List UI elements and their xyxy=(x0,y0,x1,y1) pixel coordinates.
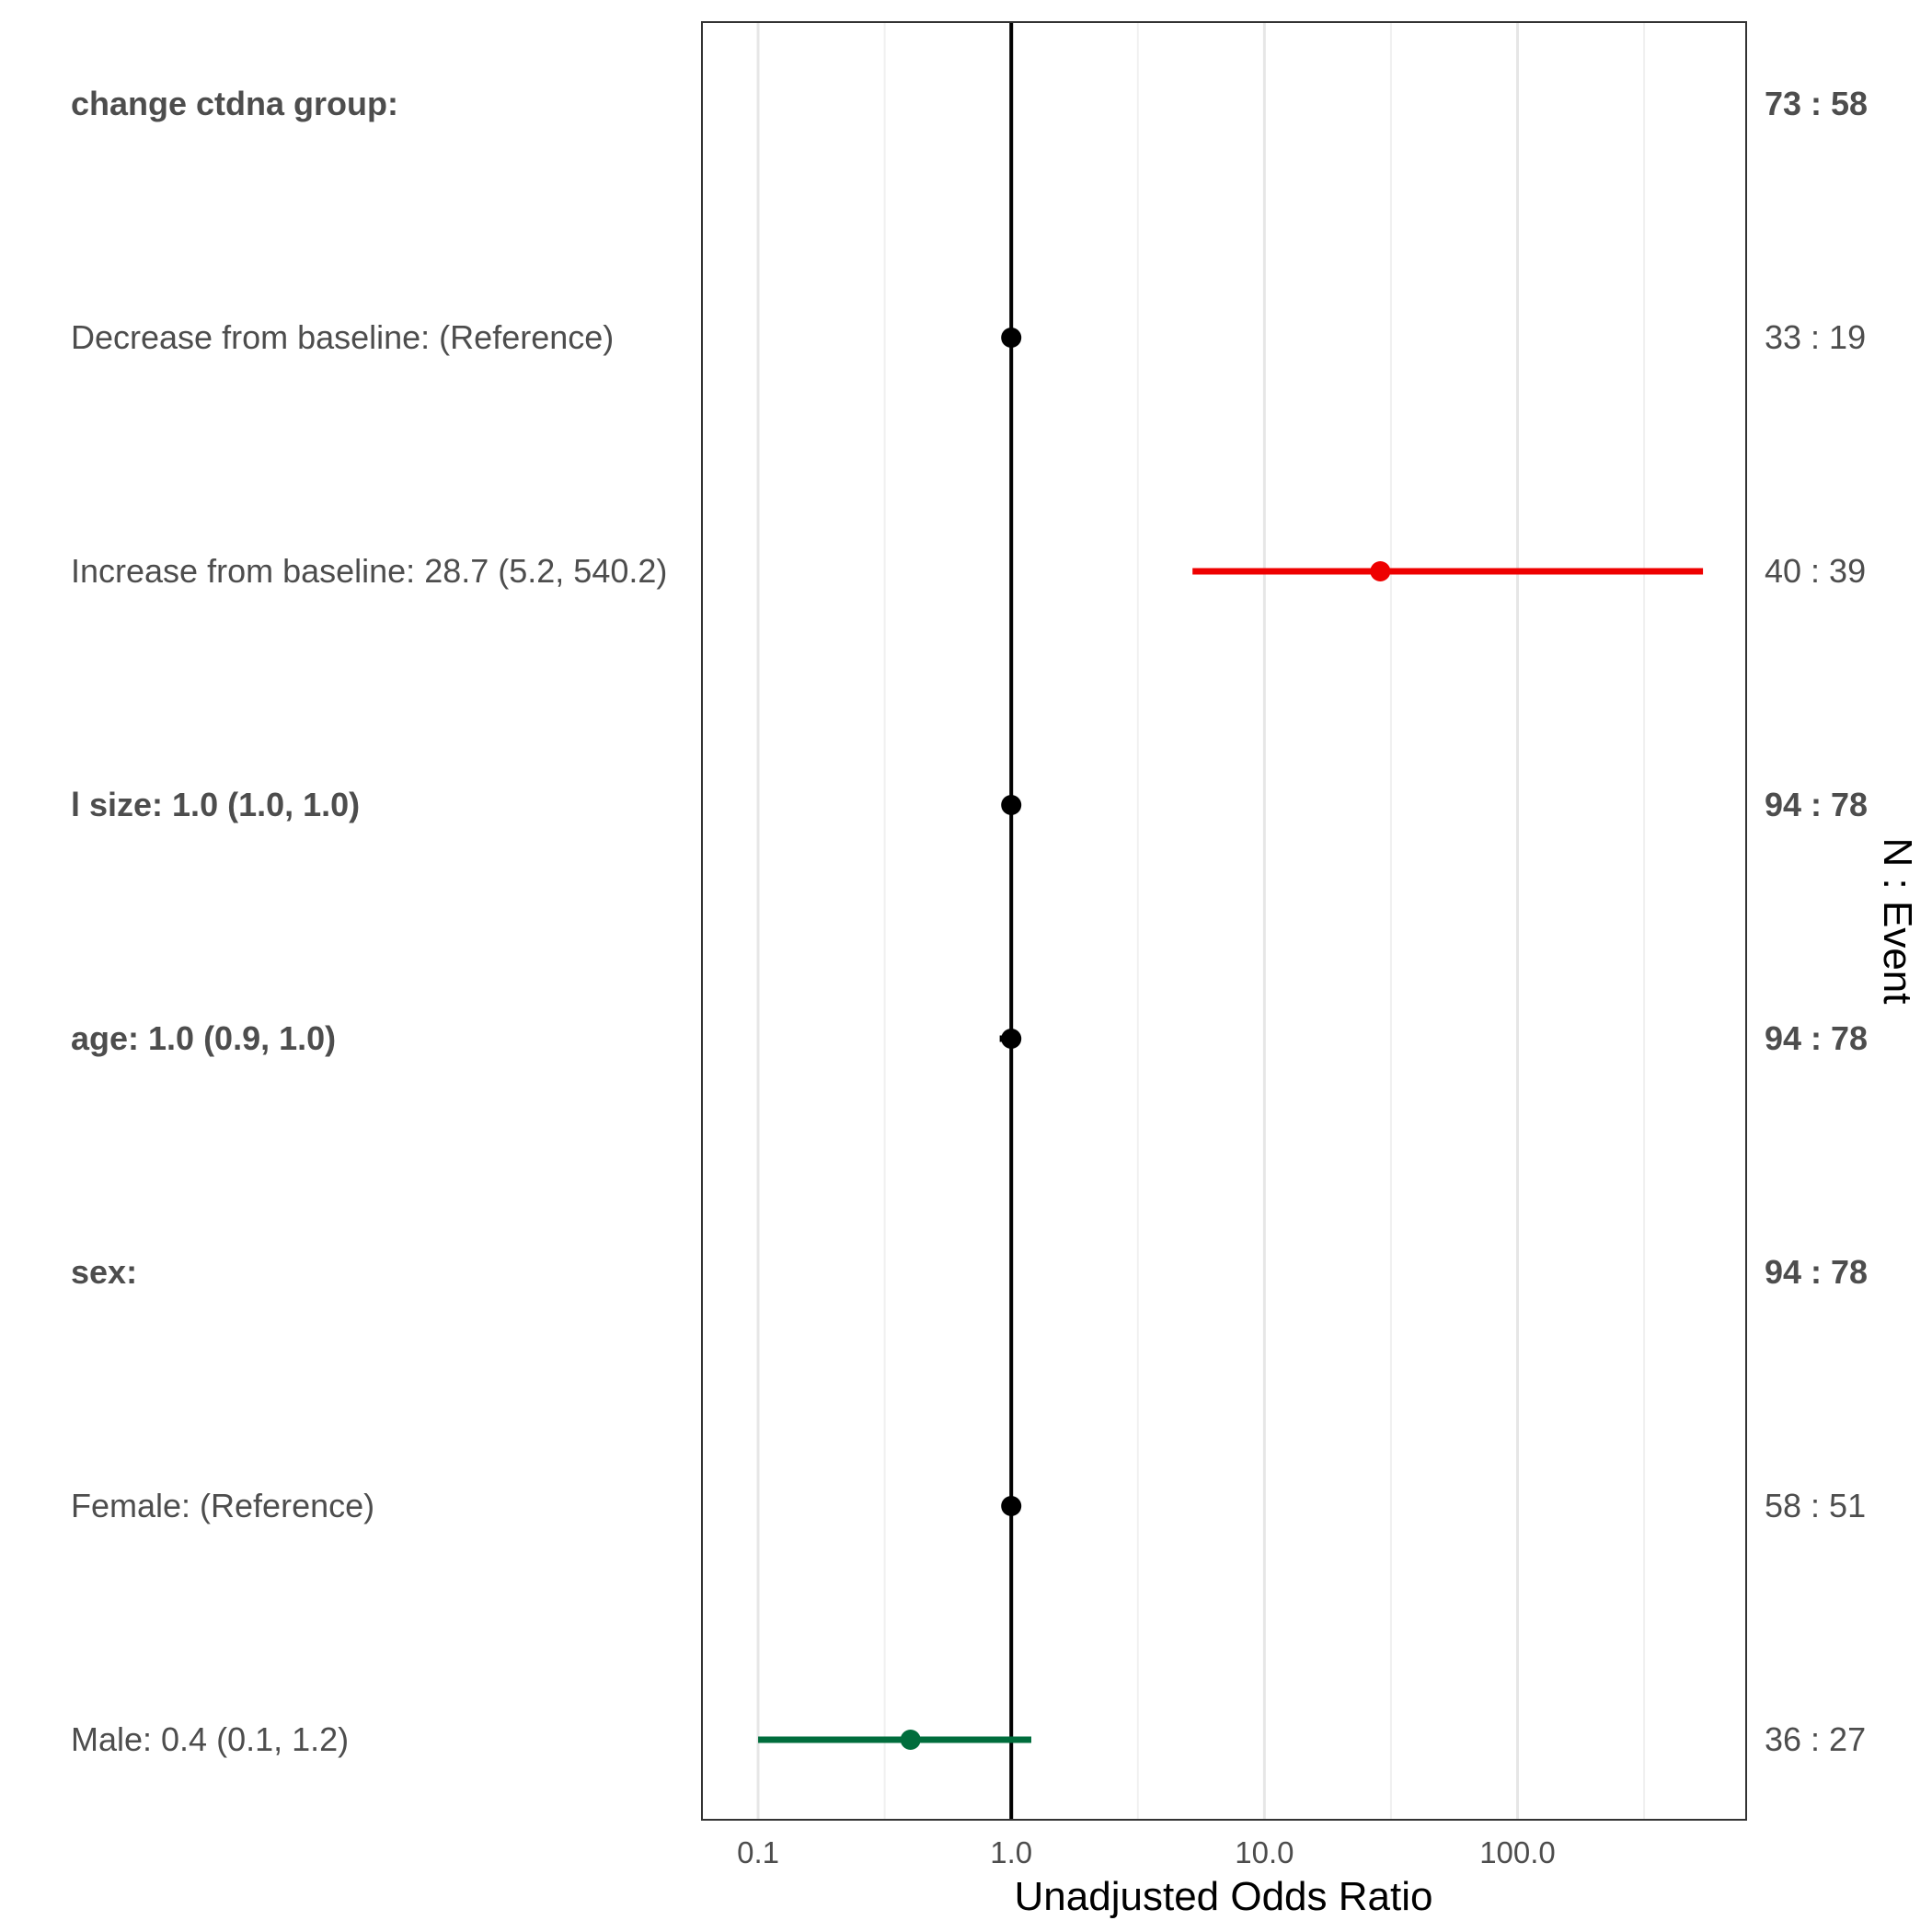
x-tick-label: 10.0 xyxy=(1235,1835,1294,1869)
row-label: age: 1.0 (0.9, 1.0) xyxy=(71,1019,336,1057)
row-label: Female: (Reference) xyxy=(71,1487,374,1524)
n-event-label: 94 : 78 xyxy=(1765,1253,1868,1291)
point-estimate xyxy=(1001,795,1022,815)
x-tick-label: 0.1 xyxy=(737,1835,779,1869)
plot-panel-border xyxy=(701,21,1747,1821)
row-label: Increase from baseline: 28.7 (5.2, 540.2… xyxy=(71,552,667,590)
n-event-label: 94 : 78 xyxy=(1765,1019,1868,1057)
x-tick-label: 1.0 xyxy=(990,1835,1032,1869)
n-event-label: 36 : 27 xyxy=(1765,1720,1866,1758)
n-event-label: 58 : 51 xyxy=(1765,1487,1866,1524)
row-label: change ctdna group: xyxy=(71,85,398,122)
row-label: sex: xyxy=(71,1253,137,1291)
point-estimate xyxy=(1001,328,1022,348)
row-label: Male: 0.4 (0.1, 1.2) xyxy=(71,1720,349,1758)
row-label: l size: 1.0 (1.0, 1.0) xyxy=(71,786,360,823)
x-tick-labels: 0.1 1.0 10.0 100.0 xyxy=(737,1835,1556,1869)
n-event-label: 94 : 78 xyxy=(1765,786,1868,823)
n-event-labels: 73 : 58 33 : 19 40 : 39 94 : 78 94 : 78 94 : … xyxy=(1765,85,1868,1758)
x-axis-title: Unadjusted Odds Ratio xyxy=(1015,1874,1433,1919)
row-label: Decrease from baseline: (Reference) xyxy=(71,318,614,356)
point-estimate xyxy=(1370,561,1391,581)
n-event-label: 33 : 19 xyxy=(1765,318,1866,356)
right-axis-title: N : Event xyxy=(1875,838,1920,1005)
n-event-label: 40 : 39 xyxy=(1765,552,1866,590)
estimate-marks xyxy=(758,328,1704,1750)
row-labels: change ctdna group: Decrease from baselin… xyxy=(71,85,667,1758)
point-estimate xyxy=(1001,1496,1022,1516)
n-event-label: 73 : 58 xyxy=(1765,85,1868,122)
point-estimate xyxy=(1001,1029,1022,1049)
point-estimate xyxy=(900,1730,921,1750)
grid-lines xyxy=(756,22,1646,1820)
x-tick-label: 100.0 xyxy=(1479,1835,1556,1869)
